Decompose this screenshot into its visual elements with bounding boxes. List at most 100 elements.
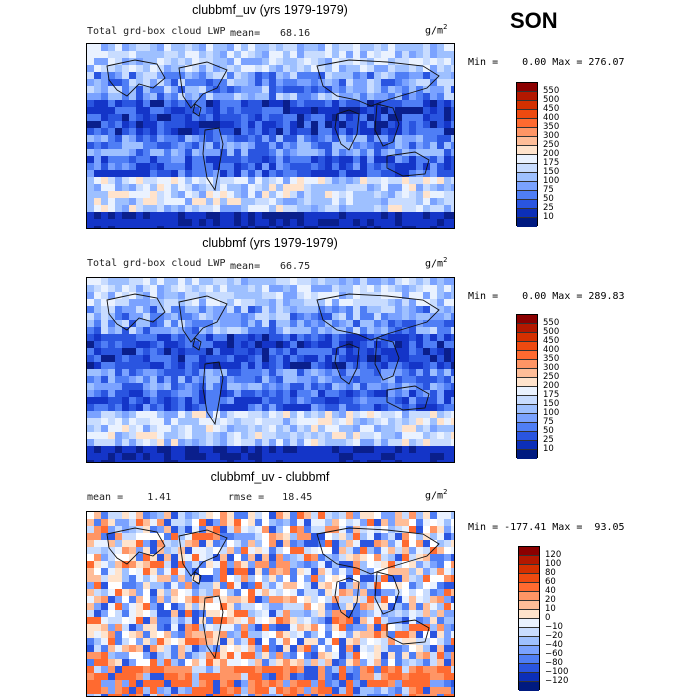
colorbar-level-label: 75 [543,417,554,427]
colorbar-swatch [517,450,537,459]
colorbar-level-label: 100 [543,408,560,418]
colorbar-level-label: 400 [543,345,560,355]
panel-1-units: g/m2 [425,23,448,37]
panel-1-mean-value: 68.16 [280,28,311,39]
panel-2-mean-value: 66.75 [280,261,311,272]
season-label: SON [510,8,558,33]
colorbar-swatch [517,441,537,450]
panel-1-mean-label: mean= [230,28,261,39]
colorbar-swatch [517,342,537,351]
colorbar-level-label: 500 [543,95,560,105]
colorbar-swatch [519,556,539,565]
colorbar-level-label: 450 [543,104,560,114]
colorbar-level-label: −40 [545,640,563,650]
colorbar-swatch [519,592,539,601]
colorbar-level-label: 20 [545,595,556,605]
coastline [178,295,228,343]
colorbar-level-label: 550 [543,318,560,328]
colorbar-level-label: −20 [545,631,563,641]
coastline [192,103,202,117]
colorbar-level-label: −80 [545,658,563,668]
coastline [202,361,224,426]
colorbar-level-label: 80 [545,568,556,578]
colorbar-level-label: 10 [543,444,554,454]
colorbar-swatch [517,324,537,333]
colorbar-swatch [519,628,539,637]
panel-2-colorbar [516,314,538,459]
colorbar-swatch [517,378,537,387]
colorbar-swatch [517,351,537,360]
colorbar-swatch [519,565,539,574]
colorbar-level-label: 300 [543,363,560,373]
colorbar-level-label: 25 [543,203,554,213]
colorbar-level-label: 200 [543,149,560,159]
coastline [178,529,228,577]
colorbar-level-label: 10 [543,212,554,222]
colorbar-swatch [517,432,537,441]
coastline [374,337,400,381]
colorbar-swatch [517,387,537,396]
colorbar-level-label: 200 [543,381,560,391]
colorbar-swatch [519,646,539,655]
panel-1-map [86,43,455,229]
colorbar-swatch [519,610,539,619]
colorbar-level-label: 120 [545,550,562,560]
coastline [316,59,440,107]
coastline [178,61,228,109]
map-field [87,44,454,228]
colorbar-swatch [517,128,537,137]
panel-1-colorbar [516,82,538,227]
coastline [334,109,360,151]
colorbar-swatch [519,601,539,610]
coastline [316,527,440,575]
colorbar-swatch [517,209,537,218]
coastline [106,527,166,565]
colorbar-swatch [519,574,539,583]
colorbar-level-label: 150 [543,399,560,409]
panel-2-minmax: Min = 0.00 Max = 289.83 [468,291,625,302]
colorbar-level-label: 10 [545,604,556,614]
panel-3-colorbar [518,546,540,691]
colorbar-level-label: 250 [543,372,560,382]
colorbar-level-label: 175 [543,158,560,168]
colorbar-swatch [517,191,537,200]
colorbar-swatch [517,155,537,164]
panel-1-field: Total grd-box cloud LWP [87,26,226,37]
colorbar-level-label: 300 [543,131,560,141]
colorbar-level-label: 350 [543,354,560,364]
coastline [386,619,430,645]
panel-2-mean-label: mean= [230,261,261,272]
colorbar-level-label: 100 [543,176,560,186]
coastline [374,103,400,147]
colorbar-level-label: 50 [543,194,554,204]
colorbar-swatch [517,200,537,209]
panel-3-rmse: rmse = 18.45 [228,492,313,503]
colorbar-swatch [519,682,539,691]
colorbar-swatch [517,396,537,405]
colorbar-level-label: 550 [543,86,560,96]
colorbar-swatch [517,146,537,155]
coastline [192,337,202,351]
coastline [386,385,430,411]
panel-2-map [86,277,455,463]
colorbar-swatch [517,110,537,119]
colorbar-swatch [519,619,539,628]
panel-3-map [86,511,455,697]
colorbar-swatch [517,414,537,423]
colorbar-swatch [519,655,539,664]
colorbar-level-label: 40 [545,586,556,596]
coastline [202,595,224,660]
panel-1-title: clubbmf_uv (yrs 1979-1979) [192,3,348,17]
colorbar-swatch [517,182,537,191]
colorbar-level-label: 250 [543,140,560,150]
coastline [334,343,360,385]
colorbar-level-label: 450 [543,336,560,346]
panel-2-title: clubbmf (yrs 1979-1979) [202,236,338,250]
colorbar-level-label: 350 [543,122,560,132]
panel-1-minmax: Min = 0.00 Max = 276.07 [468,57,625,68]
colorbar-swatch [517,360,537,369]
coastline [192,571,202,585]
panel-3-units: g/m2 [425,488,448,502]
colorbar-swatch [517,137,537,146]
colorbar-swatch [517,423,537,432]
